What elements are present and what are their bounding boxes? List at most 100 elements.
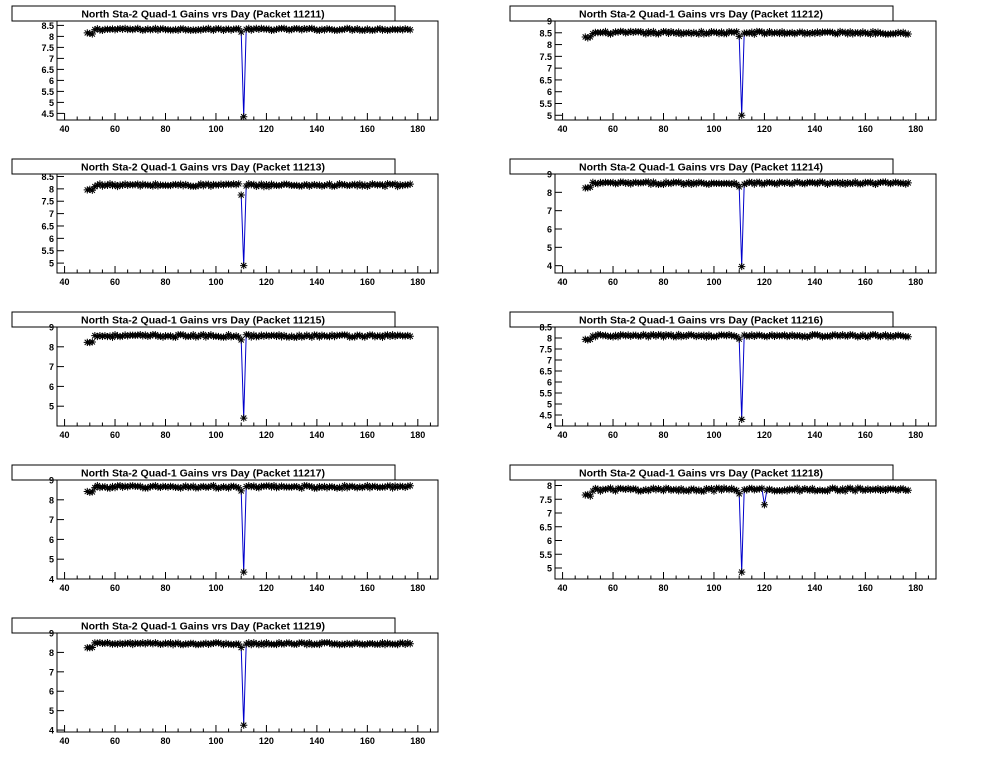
y-tick-label: 6 (547, 536, 552, 546)
data-point (177, 484, 185, 492)
data-point (328, 331, 336, 339)
data-point (149, 640, 157, 648)
data-point (697, 332, 705, 340)
x-tick-label: 60 (608, 277, 618, 287)
data-point (101, 639, 109, 648)
x-tick-label: 140 (309, 124, 324, 134)
data-point (363, 332, 371, 340)
data-point (833, 178, 842, 186)
data-point (745, 332, 753, 340)
data-point (700, 30, 708, 38)
y-tick-label: 4.5 (41, 109, 54, 119)
data-point (811, 29, 819, 38)
data-point (841, 180, 849, 188)
data-point (106, 484, 114, 492)
data-point (146, 639, 154, 647)
data-point (657, 485, 665, 494)
data-point (662, 28, 670, 36)
data-point (333, 484, 341, 492)
data-point (738, 415, 746, 423)
x-tick-label: 60 (110, 277, 120, 287)
data-point (83, 487, 91, 496)
data-point (88, 488, 96, 496)
data-point (156, 332, 165, 340)
data-point (391, 640, 399, 648)
data-point (250, 331, 258, 339)
y-tick-label: 8 (49, 342, 54, 352)
data-point (639, 486, 647, 495)
data-point (214, 181, 223, 189)
data-point (230, 180, 238, 188)
data-point (285, 333, 293, 341)
data-point (904, 486, 912, 494)
y-tick-label: 9 (49, 476, 54, 486)
data-point (821, 179, 829, 187)
data-point (391, 482, 399, 490)
data-point (101, 332, 109, 340)
data-point (318, 483, 326, 491)
data-point (624, 179, 632, 187)
chart-panel-4: North Sta-2 Quad-1 Gains vrs Day (Packet… (509, 158, 937, 287)
y-tick-label: 6.5 (41, 221, 54, 231)
data-point (235, 25, 243, 33)
data-point (722, 485, 731, 493)
data-point (386, 332, 394, 341)
data-point (581, 33, 589, 41)
data-point (121, 482, 129, 490)
data-point (288, 332, 296, 340)
data-point (179, 483, 187, 491)
data-point (164, 640, 172, 648)
data-point (108, 482, 117, 491)
data-point (335, 483, 344, 491)
data-point (783, 487, 791, 495)
data-point (796, 487, 804, 495)
data-point (652, 486, 660, 494)
data-point (381, 483, 389, 491)
data-point (376, 25, 384, 33)
data-point (652, 332, 660, 340)
data-point (796, 179, 804, 187)
x-tick-label: 120 (259, 583, 274, 593)
chart-title: North Sta-2 Quad-1 Gains vrs Day (Packet… (81, 468, 325, 480)
data-point (886, 332, 895, 340)
data-point (98, 182, 107, 190)
data-point (154, 182, 162, 190)
data-point (624, 28, 632, 36)
data-point (371, 26, 379, 34)
data-point (381, 25, 389, 34)
data-point (187, 26, 195, 35)
data-point (406, 482, 414, 490)
x-tick-label: 80 (658, 583, 668, 593)
data-point (103, 181, 112, 190)
data-point (622, 485, 630, 494)
data-point (599, 179, 607, 187)
data-point (743, 486, 751, 494)
data-point (586, 183, 594, 191)
data-point (330, 483, 339, 492)
x-tick-label: 100 (208, 736, 223, 746)
data-point (654, 30, 663, 38)
data-point (204, 483, 212, 491)
data-point (722, 332, 731, 340)
data-point (632, 331, 640, 339)
data-point (778, 487, 786, 495)
data-point (174, 639, 182, 647)
data-point (255, 484, 263, 492)
data-point (171, 25, 180, 34)
data-point (758, 332, 766, 340)
data-point (801, 180, 809, 188)
data-point (768, 486, 776, 494)
x-tick-label: 60 (110, 583, 120, 593)
data-point (740, 331, 748, 339)
y-tick-label: 4 (547, 261, 552, 271)
data-point (839, 331, 847, 339)
plot-frame (56, 20, 439, 121)
data-point (277, 482, 286, 490)
data-point (725, 27, 733, 36)
data-point (166, 181, 175, 190)
data-point (627, 485, 635, 494)
y-tick-label: 8.5 (41, 21, 54, 31)
y-tick-label: 5 (49, 555, 54, 565)
data-point (720, 484, 728, 492)
x-tick-label: 60 (110, 124, 120, 134)
